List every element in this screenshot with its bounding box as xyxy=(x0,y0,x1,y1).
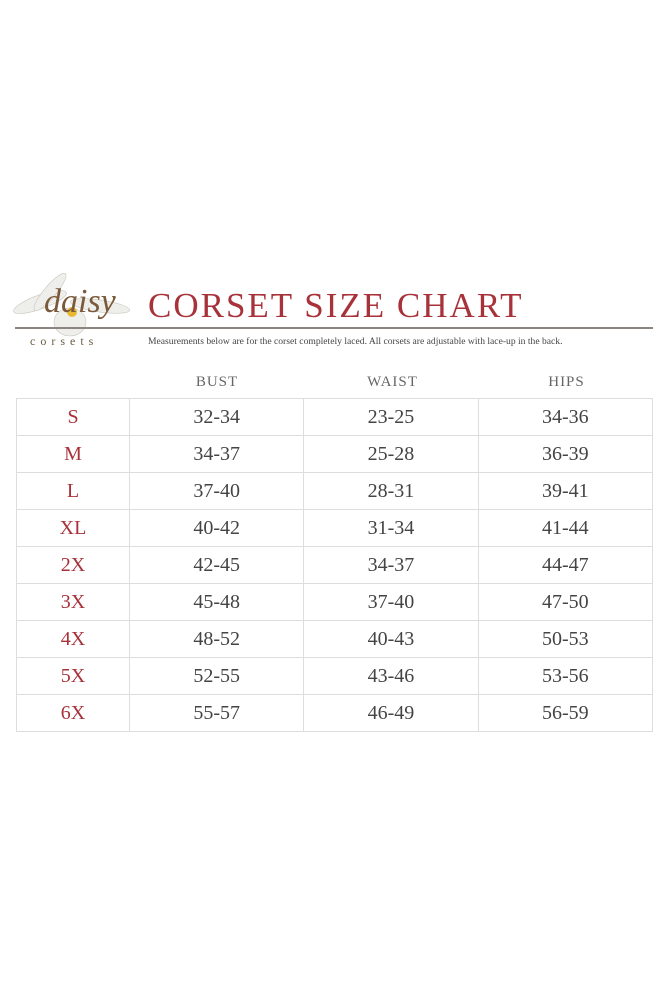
bust-cell: 32-34 xyxy=(129,398,305,436)
bust-cell: 40-42 xyxy=(129,509,305,547)
size-cell: S xyxy=(15,398,131,436)
column-header-waist: WAIST xyxy=(367,374,418,390)
size-cell: 4X xyxy=(15,620,131,658)
bust-cell: 34-37 xyxy=(129,435,305,473)
size-table: S 32-34 23-25 34-36 M 34-37 25-28 36-39 L 37-40 28… xyxy=(15,398,654,732)
waist-cell: 40-43 xyxy=(303,620,479,658)
bust-cell: 52-55 xyxy=(129,657,305,695)
size-cell: L xyxy=(15,472,131,510)
hips-cell: 39-41 xyxy=(477,472,654,510)
table-row: L 37-40 28-31 39-41 xyxy=(15,472,654,510)
table-row: 3X 45-48 37-40 47-50 xyxy=(15,583,654,621)
size-cell: 5X xyxy=(15,657,131,695)
waist-cell: 25-28 xyxy=(303,435,479,473)
page-title: CORSET SIZE CHART xyxy=(148,286,524,325)
daisy-corsets-logo: daisy xyxy=(10,262,140,350)
logo-wordmark: corsets xyxy=(30,334,99,348)
hips-cell: 41-44 xyxy=(477,509,654,547)
bust-cell: 45-48 xyxy=(129,583,305,621)
bust-cell: 55-57 xyxy=(129,694,305,732)
table-row: S 32-34 23-25 34-36 xyxy=(15,398,654,436)
hips-cell: 50-53 xyxy=(477,620,654,658)
waist-cell: 37-40 xyxy=(303,583,479,621)
waist-cell: 28-31 xyxy=(303,472,479,510)
waist-cell: 43-46 xyxy=(303,657,479,695)
table-row: M 34-37 25-28 36-39 xyxy=(15,435,654,473)
size-cell: 3X xyxy=(15,583,131,621)
svg-text:daisy: daisy xyxy=(44,283,117,320)
hips-cell: 34-36 xyxy=(477,398,654,436)
size-cell: 2X xyxy=(15,546,131,584)
table-row: 6X 55-57 46-49 56-59 xyxy=(15,694,654,732)
waist-cell: 34-37 xyxy=(303,546,479,584)
subtitle: Measurements below are for the corset co… xyxy=(148,336,563,347)
table-row: XL 40-42 31-34 41-44 xyxy=(15,509,654,547)
hips-cell: 47-50 xyxy=(477,583,654,621)
waist-cell: 23-25 xyxy=(303,398,479,436)
hips-cell: 56-59 xyxy=(477,694,654,732)
column-header-bust: BUST xyxy=(195,374,239,390)
table-row: 2X 42-45 34-37 44-47 xyxy=(15,546,654,584)
bust-cell: 37-40 xyxy=(129,472,305,510)
divider xyxy=(15,327,653,329)
size-cell: XL xyxy=(15,509,131,547)
hips-cell: 44-47 xyxy=(477,546,654,584)
daisy-flower-icon: daisy xyxy=(13,272,131,337)
bust-cell: 42-45 xyxy=(129,546,305,584)
table-row: 5X 52-55 43-46 53-56 xyxy=(15,657,654,695)
size-cell: M xyxy=(15,435,131,473)
hips-cell: 53-56 xyxy=(477,657,654,695)
hips-cell: 36-39 xyxy=(477,435,654,473)
column-header-hips: HIPS xyxy=(548,374,585,390)
waist-cell: 31-34 xyxy=(303,509,479,547)
waist-cell: 46-49 xyxy=(303,694,479,732)
table-row: 4X 48-52 40-43 50-53 xyxy=(15,620,654,658)
size-cell: 6X xyxy=(15,694,131,732)
bust-cell: 48-52 xyxy=(129,620,305,658)
